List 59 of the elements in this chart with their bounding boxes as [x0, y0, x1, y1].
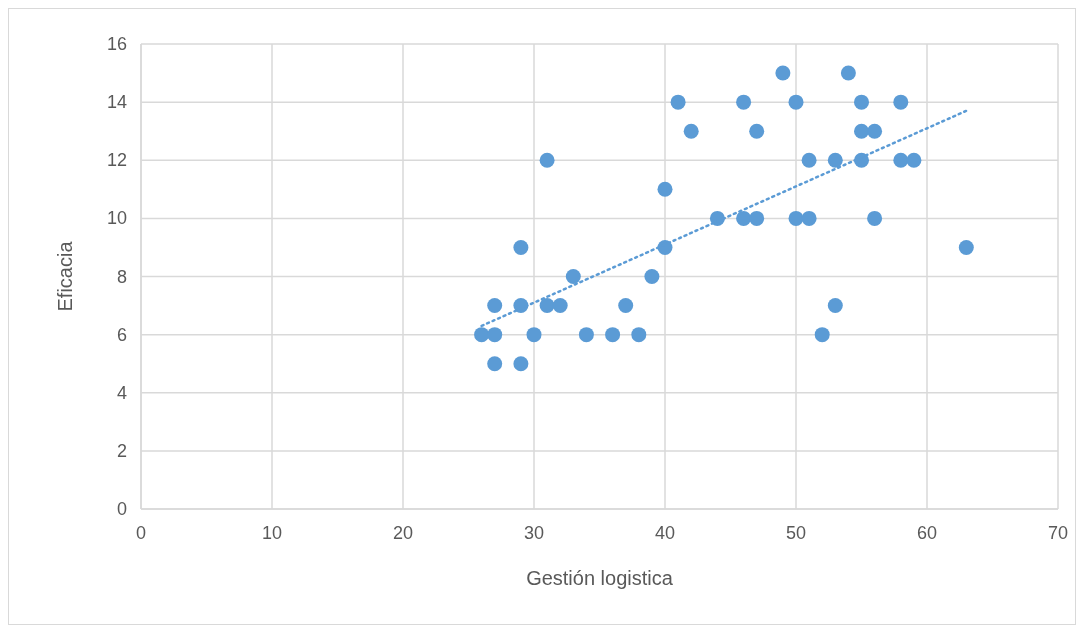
point	[801, 152, 817, 168]
point	[683, 123, 699, 139]
x-tick-label: 40	[654, 523, 676, 543]
point	[814, 327, 830, 343]
y-tick-label: 0	[116, 499, 127, 519]
point	[487, 356, 503, 372]
point	[867, 210, 883, 226]
point	[644, 269, 660, 284]
y-tick-label: 12	[106, 150, 127, 171]
y-tick-label: 16	[106, 34, 127, 54]
point	[906, 152, 922, 168]
x-tick-label: 70	[1047, 523, 1069, 543]
y-tick-label: 10	[106, 208, 127, 229]
x-axis-title: Gestión logistica	[526, 567, 674, 589]
y-tick-label: 6	[116, 324, 127, 345]
point	[657, 181, 673, 197]
y-tick-label: 2	[116, 440, 127, 461]
point	[736, 210, 752, 226]
point	[775, 65, 791, 81]
x-tick-label: 50	[785, 523, 807, 543]
point	[565, 269, 581, 284]
point	[618, 298, 634, 314]
point	[513, 356, 529, 372]
x-tick-label: 10	[261, 523, 283, 543]
x-tick-label: 20	[392, 523, 414, 543]
point	[749, 123, 765, 139]
point	[736, 94, 752, 110]
point	[893, 152, 909, 168]
point	[631, 327, 647, 343]
x-tick-label: 30	[523, 523, 545, 543]
point	[801, 210, 817, 226]
point	[605, 327, 621, 343]
x-tick-label: 0	[135, 523, 147, 543]
point	[840, 65, 856, 81]
point	[578, 327, 594, 343]
point	[474, 327, 490, 343]
y-tick-label: 14	[106, 92, 127, 113]
point	[749, 210, 765, 226]
point	[526, 327, 542, 343]
point	[827, 152, 843, 168]
point	[958, 239, 974, 255]
point	[552, 298, 568, 314]
point	[854, 123, 869, 139]
point	[539, 298, 555, 314]
point	[788, 210, 804, 226]
point	[513, 239, 529, 255]
point	[867, 123, 883, 139]
y-tick-label: 8	[116, 266, 127, 287]
point	[854, 94, 869, 110]
point	[487, 327, 503, 343]
point	[487, 298, 503, 314]
point	[539, 152, 555, 168]
point	[670, 94, 686, 110]
point	[893, 94, 909, 110]
y-axis-title: Eficacia	[54, 240, 76, 312]
y-tick-label: 4	[116, 382, 127, 403]
point	[827, 298, 843, 314]
point	[788, 94, 804, 110]
x-tick-label: 60	[916, 523, 938, 543]
